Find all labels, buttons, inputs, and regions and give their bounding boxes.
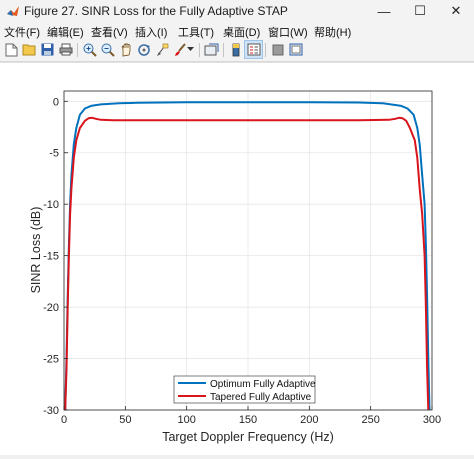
save-icon[interactable] [39,41,56,58]
legend-label-tapered: Tapered Fully Adaptive [210,392,312,403]
insert-legend-icon[interactable] [244,40,263,59]
y-tick-label: -15 [43,251,59,263]
series-layer [64,101,432,431]
insert-colorbar-icon[interactable] [227,41,244,58]
plot-svg: 0 50 100 150 200 250 300 0 -5 -10 -15 -20 -25 -30 Tar… [29,90,441,444]
y-tick-label: -5 [49,148,59,160]
rotate-3d-icon[interactable] [135,41,152,58]
new-figure-icon[interactable] [3,41,20,58]
hide-plot-tools-icon[interactable] [269,41,286,58]
pan-icon[interactable] [117,41,134,58]
link-plot-icon[interactable] [203,41,220,58]
menu-insert[interactable]: 插入(I) [135,27,168,39]
x-tick-label: 250 [361,414,379,426]
legend-label-optimum: Optimum Fully Adaptive [210,379,316,390]
menu-window[interactable]: 窗口(W) [268,27,308,39]
x-tick-label: 0 [61,414,67,426]
data-cursor-icon[interactable] [153,41,170,58]
y-tick-label: -10 [43,199,59,211]
toolbar-separator [265,43,266,57]
menu-tools[interactable]: 工具(T) [178,27,215,39]
menu-desktop[interactable]: 桌面(D) [223,27,261,39]
title-bar: Figure 27. SINR Loss for the Fully Adapt… [0,0,474,22]
y-axis-label: SINR Loss (dB) [29,207,43,294]
legend[interactable]: Optimum Fully Adaptive Tapered Fully Ada… [173,375,316,404]
print-icon[interactable] [57,41,74,58]
legend-box [173,375,316,404]
y-tick-label: -30 [43,405,59,417]
brush-icon[interactable] [171,41,188,58]
toolbar-separator [77,43,78,57]
tick-layer: 0 50 100 150 200 250 300 0 -5 -10 -15 -20 -25 -30 [43,96,441,426]
maximize-button[interactable]: ☐ [414,3,426,18]
menu-file[interactable]: 文件(F) [4,27,41,39]
y-tick-label: -20 [43,302,59,314]
x-tick-label: 200 [300,414,318,426]
x-tick-label: 50 [119,414,131,426]
show-plot-tools-icon[interactable] [287,41,304,58]
zoom-in-icon[interactable] [81,41,98,58]
window-title: Figure 27. SINR Loss for the Fully Adapt… [24,4,288,18]
open-file-icon[interactable] [21,41,38,58]
grid-lines [63,91,433,411]
minimize-button[interactable]: — [377,3,391,19]
toolbar-separator [223,43,224,57]
menu-edit[interactable]: 编辑(E) [47,27,84,39]
x-tick-label: 300 [423,414,441,426]
x-tick-label: 100 [177,414,195,426]
menu-bar: 文件(F) 编辑(E) 查看(V) 插入(I) 工具(T) 桌面(D) 窗口(W… [0,22,474,39]
figure-toolbar [0,39,474,62]
x-tick-label: 150 [239,414,257,426]
tapered-fully-adaptive-line[interactable] [64,116,432,431]
matlab-icon [6,4,20,18]
figure-canvas: 0 50 100 150 200 250 300 0 -5 -10 -15 -20 -25 -30 Tar… [0,62,474,455]
menu-view[interactable]: 查看(V) [91,27,128,39]
zoom-out-icon[interactable] [99,41,116,58]
y-tick-label: -25 [43,354,59,366]
menu-help[interactable]: 帮助(H) [314,27,352,39]
x-axis-label: Target Doppler Frequency (Hz) [162,430,334,444]
close-button[interactable]: ✕ [450,3,462,18]
brush-dropdown-icon[interactable] [186,41,195,58]
y-tick-label: 0 [53,96,59,108]
toolbar-separator [199,43,200,57]
